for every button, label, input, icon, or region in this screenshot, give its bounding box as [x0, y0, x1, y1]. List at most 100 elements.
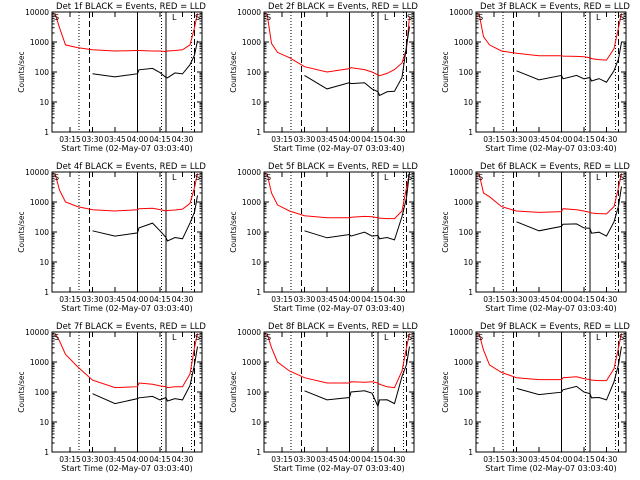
x-tick-label: 04:00 [127, 295, 149, 304]
x-tick-label: 04:15 [573, 295, 595, 304]
lld-series-line [266, 173, 410, 220]
events-series-line [516, 186, 622, 237]
lld-series-line [266, 13, 410, 77]
y-tick-label: 100 [35, 388, 50, 397]
panel-title: Det 2f BLACK = Events, RED = LLD [268, 2, 418, 12]
y-tick-label: 1000 [242, 358, 261, 367]
y-tick-label: 1 [468, 448, 473, 457]
y-axis-label: Counts/sec [229, 211, 238, 252]
plot-frame [475, 331, 627, 453]
lld-series-line [54, 173, 198, 212]
panel-det-6: Det 6f BLACK = Events, RED = LLD 1 10 100 10… [441, 162, 630, 313]
y-tick-label: 1 [256, 128, 261, 137]
y-tick-label: 1000 [454, 38, 473, 47]
panel-det-3: Det 3f BLACK = Events, RED = LLD 1 10 100 10… [441, 2, 630, 153]
panel-title: Det 6f BLACK = Events, RED = LLD [480, 162, 630, 172]
y-tick-label: 1000 [242, 38, 261, 47]
corner-marker: S [619, 173, 624, 182]
y-tick-label: 100 [459, 228, 474, 237]
x-tick-label: 03:15 [271, 135, 293, 144]
corner-marker: S [54, 13, 59, 22]
y-tick-label: 10000 [25, 328, 49, 337]
x-tick-label: 03:45 [104, 295, 126, 304]
y-axis-label: Counts/sec [17, 211, 26, 252]
y-tick-label: 10000 [449, 328, 473, 337]
x-tick-label: 03:30 [294, 295, 316, 304]
panel-title: Det 5f BLACK = Events, RED = LLD [268, 162, 418, 172]
x-tick-label: 03:30 [506, 455, 528, 464]
plot-frame [263, 11, 415, 133]
y-tick-label: 100 [247, 228, 262, 237]
x-tick-label: 04:00 [127, 455, 149, 464]
panel-det-5: Det 5f BLACK = Events, RED = LLD 1 10 100 10… [229, 162, 418, 313]
corner-marker: L [384, 333, 389, 342]
x-tick-label: 03:15 [59, 135, 81, 144]
x-tick-label: 04:15 [573, 455, 595, 464]
y-tick-label: 10000 [237, 168, 261, 177]
plot-frame [263, 331, 415, 453]
corner-marker: S [195, 13, 200, 22]
x-tick-label: 04:00 [551, 455, 573, 464]
events-series-line [92, 195, 198, 242]
x-tick-label: 04:30 [596, 455, 618, 464]
lld-series-line [266, 333, 410, 389]
y-tick-label: 1000 [30, 38, 49, 47]
panel-title: Det 3f BLACK = Events, RED = LLD [480, 2, 630, 12]
y-tick-label: 1 [468, 288, 473, 297]
x-axis-label: Start Time (02-May-07 03:03:40) [485, 304, 616, 313]
x-tick-label: 04:00 [551, 295, 573, 304]
y-tick-label: 10 [463, 418, 473, 427]
y-tick-label: 10 [251, 418, 261, 427]
x-tick-label: 04:15 [573, 135, 595, 144]
plot-frame [475, 171, 627, 293]
x-tick-label: 04:30 [172, 295, 194, 304]
panel-title: Det 7f BLACK = Events, RED = LLD [56, 322, 206, 332]
events-series-line [92, 40, 198, 79]
y-tick-label: 10 [251, 258, 261, 267]
corner-marker: S [478, 333, 483, 342]
x-tick-label: 03:30 [82, 295, 104, 304]
plot-frame [475, 11, 627, 133]
corner-marker: S [407, 13, 412, 22]
y-tick-label: 10 [39, 258, 49, 267]
y-tick-label: 100 [247, 68, 262, 77]
x-tick-label: 04:30 [384, 135, 406, 144]
x-tick-label: 04:15 [361, 455, 383, 464]
lld-series-line [478, 13, 622, 61]
y-tick-label: 10000 [449, 8, 473, 17]
y-tick-label: 10 [463, 98, 473, 107]
x-tick-label: 03:15 [483, 455, 505, 464]
x-tick-label: 03:45 [316, 295, 338, 304]
corner-marker: S [54, 173, 59, 182]
y-tick-label: 1000 [30, 358, 49, 367]
x-tick-label: 04:15 [361, 295, 383, 304]
x-tick-label: 03:45 [528, 135, 550, 144]
x-tick-label: 03:30 [506, 295, 528, 304]
corner-marker: S [619, 333, 624, 342]
panel-title: Det 9f BLACK = Events, RED = LLD [480, 322, 630, 332]
corner-marker: S [407, 173, 412, 182]
corner-marker: L [384, 13, 389, 22]
x-tick-label: 03:45 [316, 135, 338, 144]
y-tick-label: 10000 [449, 168, 473, 177]
x-tick-label: 03:15 [59, 295, 81, 304]
x-tick-label: 03:15 [59, 455, 81, 464]
lld-series-line [478, 333, 622, 382]
panel-det-7: Det 7f BLACK = Events, RED = LLD 1 10 100 10… [17, 322, 206, 473]
y-tick-label: 10 [463, 258, 473, 267]
corner-marker: L [172, 333, 177, 342]
plot-frame [263, 171, 415, 293]
corner-marker: S [619, 13, 624, 22]
corner-marker: L [384, 173, 389, 182]
x-tick-label: 03:45 [316, 455, 338, 464]
x-tick-label: 04:00 [551, 135, 573, 144]
y-tick-label: 10 [39, 418, 49, 427]
y-tick-label: 10000 [237, 8, 261, 17]
x-tick-label: 04:00 [127, 135, 149, 144]
x-tick-label: 04:30 [384, 455, 406, 464]
panel-det-9: Det 9f BLACK = Events, RED = LLD 1 10 100 10… [441, 322, 630, 473]
y-tick-label: 100 [35, 68, 50, 77]
y-axis-label: Counts/sec [17, 371, 26, 412]
corner-marker: S [195, 333, 200, 342]
